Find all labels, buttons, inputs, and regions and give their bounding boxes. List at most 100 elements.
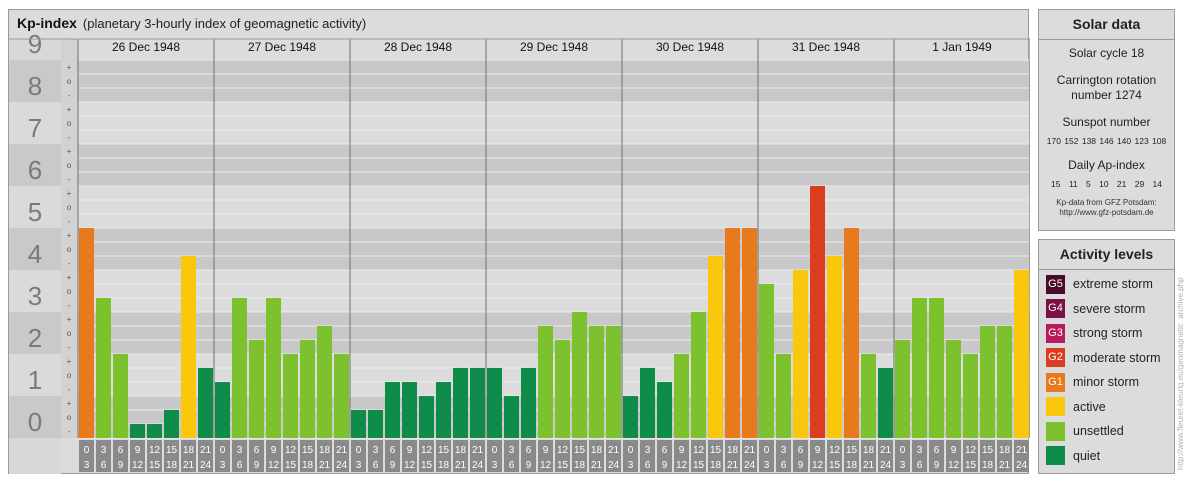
legend-swatch: [1046, 421, 1065, 441]
interval-cell: [113, 440, 128, 472]
interval-end-label: 24: [744, 460, 756, 471]
interval-start-label: 6: [390, 445, 396, 456]
y-tick-label: 8: [28, 71, 42, 101]
kp-bar: [963, 354, 978, 438]
y-band-5: [9, 186, 61, 228]
interval-cell: [844, 440, 859, 472]
interval-start-label: 0: [356, 445, 362, 456]
interval-start-label: 3: [101, 445, 107, 456]
solar-cycle: Solar cycle 18: [1068, 46, 1145, 60]
kp-bar: [283, 354, 298, 438]
kp-bar: [810, 186, 825, 438]
interval-start-label: 3: [645, 445, 651, 456]
solar-data-panel: Solar data Solar cycle 18 Carrington rot…: [1038, 9, 1175, 231]
interval-start-label: 15: [982, 445, 994, 456]
legend-swatch: G1: [1046, 372, 1065, 392]
kp-bar: [640, 367, 655, 438]
legend-label: severe storm: [1073, 301, 1146, 316]
interval-end-label: 24: [336, 460, 348, 471]
kp-chart-panel: 0 1 2 3 4 5 6 7 8 9 + o - + o - + o - + o - + o - + o - + o - + o - + o -26 …: [8, 9, 1030, 474]
legend-item: quiet: [1046, 446, 1100, 466]
interval-cell: [402, 440, 417, 472]
kp-bar: [742, 228, 757, 438]
interval-end-label: 18: [846, 460, 858, 471]
minor-tick-mark: +: [67, 63, 72, 72]
minor-tick-mark: +: [67, 147, 72, 156]
interval-cell: [878, 440, 893, 472]
interval-start-label: 15: [166, 445, 178, 456]
interval-start-label: 21: [200, 445, 212, 456]
interval-end-label: 6: [917, 460, 923, 471]
interval-cell: [1014, 440, 1029, 472]
kp-bar: [521, 367, 536, 438]
kp-bar: [674, 354, 689, 438]
sunspot-title: Sunspot number: [1062, 115, 1151, 129]
interval-start-label: 3: [917, 445, 923, 456]
interval-end-label: 6: [781, 460, 787, 471]
kp-bar: [198, 367, 213, 438]
interval-start-label: 21: [880, 445, 892, 456]
y-tick-label: 3: [28, 281, 42, 311]
interval-cell: [436, 440, 451, 472]
interval-start-label: 0: [764, 445, 770, 456]
minor-tick-mark: o: [67, 245, 72, 254]
minor-tick-mark: o: [67, 119, 72, 128]
interval-end-label: 12: [540, 460, 552, 471]
day-label: 29 Dec 1948: [520, 40, 588, 54]
interval-end-label: 24: [1016, 460, 1028, 471]
kp-bar: [181, 256, 196, 438]
interval-end-label: 3: [492, 460, 498, 471]
legend-label: minor storm: [1073, 375, 1139, 389]
interval-end-label: 21: [999, 460, 1011, 471]
interval-start-label: 3: [509, 445, 515, 456]
interval-start-label: 9: [951, 445, 957, 456]
interval-end-label: 6: [645, 460, 651, 471]
interval-end-label: 3: [628, 460, 634, 471]
ap-title: Daily Ap-index: [1068, 158, 1145, 172]
credit-link[interactable]: http://www.gfz-potsdam.de: [1059, 208, 1154, 217]
interval-cell: [946, 440, 961, 472]
y-band-4: [9, 228, 61, 270]
minor-tick-mark: -: [68, 133, 71, 142]
interval-end-label: 6: [101, 460, 107, 471]
interval-start-label: 9: [815, 445, 821, 456]
y-band-1: [9, 354, 61, 396]
interval-cell: [487, 440, 502, 472]
y-band-3: [9, 270, 61, 312]
interval-cell: [79, 440, 94, 472]
interval-cell: [538, 440, 553, 472]
interval-cell: [589, 440, 604, 472]
interval-end-label: 21: [319, 460, 331, 471]
carrington-line-2: number 1274: [1071, 88, 1142, 102]
interval-cell: [776, 440, 791, 472]
kp-bar: [878, 367, 893, 438]
interval-start-label: 12: [285, 445, 297, 456]
interval-end-label: 9: [254, 460, 260, 471]
interval-end-label: 12: [268, 460, 280, 471]
kp-bar: [555, 340, 570, 438]
band-6: [78, 144, 1030, 186]
interval-start-label: 18: [455, 445, 467, 456]
minor-tick-mark: -: [68, 301, 71, 310]
minor-tick-mark: +: [67, 357, 72, 366]
interval-start-label: 18: [727, 445, 739, 456]
interval-start-label: 12: [149, 445, 161, 456]
y-tick-label: 9: [28, 29, 42, 59]
interval-end-label: 18: [982, 460, 994, 471]
interval-end-label: 18: [574, 460, 586, 471]
interval-cell: [470, 440, 485, 472]
minor-tick-mark: o: [67, 371, 72, 380]
legend-swatch: G4: [1046, 299, 1065, 318]
kp-bar: [79, 228, 94, 438]
minor-tick-mark: -: [68, 385, 71, 394]
interval-end-label: 3: [84, 460, 90, 471]
interval-cell: [504, 440, 519, 472]
minor-tick-mark: -: [68, 91, 71, 100]
interval-end-label: 24: [880, 460, 892, 471]
interval-start-label: 6: [118, 445, 124, 456]
interval-start-label: 0: [84, 445, 90, 456]
kp-bar: [776, 354, 791, 438]
interval-cell: [929, 440, 944, 472]
y-tick-label: 7: [28, 113, 42, 143]
kp-chart: 0123456789+o-+o-+o-+o-+o-+o-+o-+o-+o-26 …: [9, 29, 1030, 474]
